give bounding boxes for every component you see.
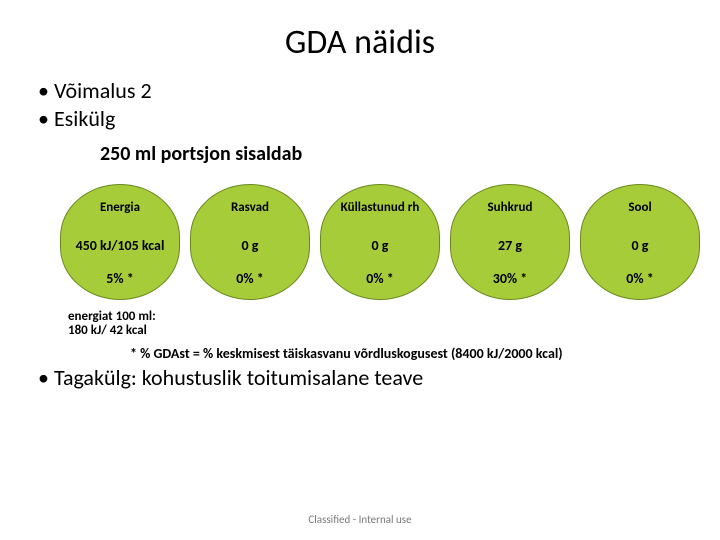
gda-pill: Energia 450 kJ/105 kcal 5% * xyxy=(60,184,180,300)
bullet-item: Võimalus 2 xyxy=(38,77,720,105)
bullet-item: Esikülg xyxy=(38,105,720,133)
gda-pill-header: Rasvad xyxy=(231,195,269,221)
gda-pill-percent: 5% * xyxy=(106,270,133,287)
back-label-bullet: Tagakülg: kohustuslik toitumisalane teav… xyxy=(0,364,720,391)
gda-pill-percent: 0% * xyxy=(366,270,393,287)
gda-pill-value: 450 kJ/105 kcal xyxy=(76,237,165,254)
gda-pill-header: Sool xyxy=(628,195,651,221)
slide-title: GDA näidis xyxy=(0,0,720,77)
gda-pill: Sool 0 g 0% * xyxy=(580,184,700,300)
gda-pill: Küllastunud rh 0 g 0% * xyxy=(320,184,440,300)
option-bullets: Võimalus 2 Esikülg xyxy=(0,77,720,132)
gda-pill: Suhkrud 27 g 30% * xyxy=(450,184,570,300)
gda-pill-header: Energia xyxy=(100,195,140,221)
energy-per-100ml: energiat 100 ml: 180 kJ/ 42 kcal xyxy=(0,310,720,339)
classification-footer: Classified - Internal use xyxy=(0,513,720,526)
gda-pill: Rasvad 0 g 0% * xyxy=(190,184,310,300)
gda-pill-row: Energia450 kJ/105 kcal5% *Rasvad0 g0% *K… xyxy=(0,184,720,300)
energy-note-line1: energiat 100 ml: xyxy=(68,310,720,324)
gda-footnote: * % GDAst = % keskmisest täiskasvanu võr… xyxy=(0,345,720,362)
portion-subheading: 250 ml portsjon sisaldab xyxy=(0,142,720,166)
energy-note-line2: 180 kJ/ 42 kcal xyxy=(68,324,720,338)
gda-pill-value: 0 g xyxy=(372,237,389,254)
gda-pill-value: 27 g xyxy=(498,237,522,254)
gda-pill-percent: 0% * xyxy=(626,270,653,287)
gda-pill-value: 0 g xyxy=(242,237,259,254)
gda-pill-header: Suhkrud xyxy=(488,195,533,221)
gda-pill-value: 0 g xyxy=(632,237,649,254)
gda-pill-percent: 30% * xyxy=(493,270,528,287)
gda-pill-percent: 0% * xyxy=(236,270,263,287)
gda-pill-header: Küllastunud rh xyxy=(341,195,420,221)
